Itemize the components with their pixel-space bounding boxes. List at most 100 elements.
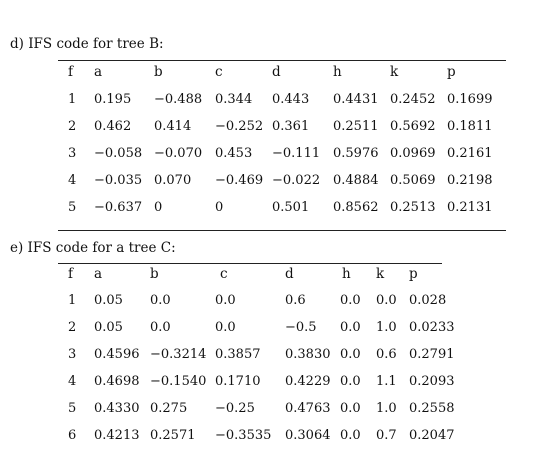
- table-e-cell-b: 0.0: [150, 320, 171, 335]
- table-d-header-d: d: [272, 64, 281, 80]
- table-e-cell-h: 0.0: [340, 374, 361, 389]
- table-e-cell-f: 5: [68, 401, 77, 416]
- table-e-cell-d: 0.6: [285, 293, 306, 308]
- table-e-header-c: c: [220, 266, 228, 282]
- table-d-cell-c: 0: [215, 200, 224, 215]
- table-d-row: 3 −0.058 −0.070 0.453 −0.111 0.5976 0.0969 0.21…: [0, 146, 546, 173]
- table-e-cell-a: 0.4698: [94, 374, 140, 389]
- table-e-cell-b: −0.3214: [150, 347, 207, 362]
- table-d-cell-f: 1: [68, 92, 77, 107]
- table-e-header-h: h: [342, 266, 351, 282]
- table-e-header-k: k: [376, 266, 385, 282]
- table-d-cell-b: 0: [154, 200, 163, 215]
- table-e-cell-a: 0.05: [94, 293, 123, 308]
- table-e-cell-c: 0.0: [215, 293, 236, 308]
- table-e-cell-p: 0.2047: [409, 428, 455, 443]
- table-d-cell-p: 0.2161: [447, 146, 493, 161]
- table-e-cell-a: 0.4330: [94, 401, 140, 416]
- table-d-cell-b: −0.070: [154, 146, 203, 161]
- table-e-caption: e) IFS code for a tree C:: [10, 240, 176, 256]
- table-e-cell-f: 6: [68, 428, 77, 443]
- table-e-cell-k: 0.7: [376, 428, 397, 443]
- table-e-cell-b: 0.2571: [150, 428, 196, 443]
- table-d-header-k: k: [390, 64, 399, 80]
- table-e-cell-f: 4: [68, 374, 77, 389]
- table-e-header-f: f: [68, 266, 73, 282]
- table-d-row: 2 0.462 0.414 −0.252 0.361 0.2511 0.5692 0.1811: [0, 119, 546, 146]
- table-d-cell-p: 0.2131: [447, 200, 493, 215]
- table-d-row: 1 0.195 −0.488 0.344 0.443 0.4431 0.2452 0.1699: [0, 92, 546, 119]
- table-e-cell-h: 0.0: [340, 401, 361, 416]
- table-d-header-b: b: [154, 64, 163, 80]
- table-d-cell-a: 0.195: [94, 92, 132, 107]
- table-d-cell-d: 0.501: [272, 200, 310, 215]
- table-e-cell-h: 0.0: [340, 293, 361, 308]
- table-d-cell-c: −0.252: [215, 119, 264, 134]
- table-e-top-rule: [58, 263, 442, 264]
- table-e-cell-h: 0.0: [340, 428, 361, 443]
- table-d-cell-c: 0.344: [215, 92, 253, 107]
- table-d-cell-d: 0.443: [272, 92, 310, 107]
- table-d-cell-h: 0.4431: [333, 92, 379, 107]
- table-d-cell-a: −0.035: [94, 173, 143, 188]
- table-e-cell-p: 0.2093: [409, 374, 455, 389]
- table-d-row: 4 −0.035 0.070 −0.469 −0.022 0.4884 0.5069 0.21…: [0, 173, 546, 200]
- table-e-cell-d: 0.4229: [285, 374, 331, 389]
- table-e-row: 1 0.05 0.0 0.0 0.6 0.0 0.0 0.028: [0, 293, 546, 320]
- table-e-cell-c: 0.0: [215, 320, 236, 335]
- table-e-cell-d: 0.4763: [285, 401, 331, 416]
- table-e-cell-a: 0.4213: [94, 428, 140, 443]
- table-e-cell-p: 0.2791: [409, 347, 455, 362]
- table-e-cell-p: 0.028: [409, 293, 447, 308]
- table-d-top-rule: [58, 60, 506, 61]
- table-e-header-b: b: [150, 266, 159, 282]
- table-e-row: 5 0.4330 0.275 −0.25 0.4763 0.0 1.0 0.2558: [0, 401, 546, 428]
- table-d-cell-b: 0.070: [154, 173, 192, 188]
- table-d-cell-f: 4: [68, 173, 77, 188]
- table-e-cell-d: −0.5: [285, 320, 317, 335]
- table-e-cell-f: 2: [68, 320, 77, 335]
- table-d-cell-d: −0.111: [272, 146, 321, 161]
- table-e-cell-a: 0.4596: [94, 347, 140, 362]
- table-d-cell-h: 0.5976: [333, 146, 379, 161]
- table-d-cell-a: 0.462: [94, 119, 132, 134]
- table-e-header-a: a: [94, 266, 103, 282]
- table-d-header-a: a: [94, 64, 103, 80]
- table-d-cell-k: 0.2513: [390, 200, 436, 215]
- table-d-cell-h: 0.2511: [333, 119, 379, 134]
- table-e-cell-h: 0.0: [340, 347, 361, 362]
- table-e-cell-d: 0.3064: [285, 428, 331, 443]
- table-d-cell-k: 0.5692: [390, 119, 436, 134]
- table-e-cell-c: −0.3535: [215, 428, 272, 443]
- table-d-header-p: p: [447, 64, 456, 80]
- table-e-cell-b: −0.1540: [150, 374, 207, 389]
- table-d-caption: d) IFS code for tree B:: [10, 36, 164, 52]
- table-e-header-d: d: [285, 266, 294, 282]
- table-e-cell-k: 1.0: [376, 401, 397, 416]
- table-e-cell-a: 0.05: [94, 320, 123, 335]
- table-e-row: 3 0.4596 −0.3214 0.3857 0.3830 0.0 0.6 0.2791: [0, 347, 546, 374]
- table-d-row: 5 −0.637 0 0 0.501 0.8562 0.2513 0.2131: [0, 200, 546, 227]
- table-e-row: 4 0.4698 −0.1540 0.1710 0.4229 0.0 1.1 0.2093: [0, 374, 546, 401]
- table-e-cell-b: 0.275: [150, 401, 188, 416]
- table-d-cell-p: 0.1811: [447, 119, 493, 134]
- table-e-row: 2 0.05 0.0 0.0 −0.5 0.0 1.0 0.0233: [0, 320, 546, 347]
- table-e-cell-b: 0.0: [150, 293, 171, 308]
- table-e-cell-p: 0.0233: [409, 320, 455, 335]
- table-d-cell-a: −0.637: [94, 200, 143, 215]
- table-d-cell-f: 2: [68, 119, 77, 134]
- table-d-cell-h: 0.4884: [333, 173, 379, 188]
- table-d-header-c: c: [215, 64, 223, 80]
- table-d-header-f: f: [68, 64, 73, 80]
- table-d-cell-d: 0.361: [272, 119, 310, 134]
- table-e-cell-h: 0.0: [340, 320, 361, 335]
- table-d-cell-p: 0.1699: [447, 92, 493, 107]
- table-d-cell-f: 5: [68, 200, 77, 215]
- table-e-cell-d: 0.3830: [285, 347, 331, 362]
- table-d-bottom-rule: [58, 230, 506, 231]
- table-e-cell-c: 0.3857: [215, 347, 261, 362]
- table-e-cell-k: 1.1: [376, 374, 397, 389]
- table-e-row: 6 0.4213 0.2571 −0.3535 0.3064 0.0 0.7 0.2047: [0, 428, 546, 455]
- table-d-cell-c: −0.469: [215, 173, 264, 188]
